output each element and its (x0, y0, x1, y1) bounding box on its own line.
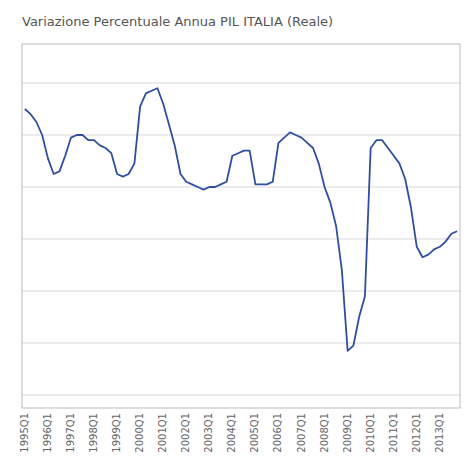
x-tick-label: 2010Q1 (365, 413, 376, 453)
grid-line (22, 187, 460, 188)
grid-line (22, 343, 460, 344)
x-tick-label: 2013Q1 (434, 413, 445, 453)
data (25, 88, 457, 351)
x-tick-label: 2008Q1 (319, 413, 330, 453)
x-tick-label: 2012Q1 (411, 413, 422, 453)
x-tick-label: 1995Q1 (19, 413, 30, 453)
chart: 1995Q1 1996Q1 1997Q1 1998Q1 1999Q1 2000Q1 2001… (0, 0, 474, 474)
grid-line (22, 135, 460, 136)
grid-line (22, 395, 460, 396)
x-tick-label: 2000Q1 (134, 413, 145, 453)
x-tick-label: 2006Q1 (272, 413, 283, 453)
grid-line (22, 83, 460, 84)
x-tick-label: 1999Q1 (111, 413, 122, 453)
x-tick-label: 2001Q1 (157, 413, 168, 453)
plot-frame (22, 44, 460, 408)
x-tick-label: 1997Q1 (65, 413, 76, 453)
grid-line (22, 291, 460, 292)
x-tick-label: 2009Q1 (342, 413, 353, 453)
x-tick-label: 2003Q1 (203, 413, 214, 453)
background (0, 0, 474, 474)
line (25, 88, 457, 351)
x-axis: 1995Q1 1996Q1 1997Q1 1998Q1 1999Q1 2000Q1 2001… (19, 413, 445, 453)
x-tick-label: 2002Q1 (180, 413, 191, 453)
grid (22, 83, 460, 395)
x-tick-label: 1998Q1 (88, 413, 99, 453)
x-tick-label: 2007Q1 (296, 413, 307, 453)
x-tick-label: 2005Q1 (249, 413, 260, 453)
title: Variazione Percentuale Annua PIL ITALIA … (22, 14, 333, 29)
x-tick-label: 1996Q1 (42, 413, 53, 453)
x-tick-label: 2004Q1 (226, 413, 237, 453)
grid-line (22, 239, 460, 240)
x-tick-label: 2011Q1 (388, 413, 399, 453)
